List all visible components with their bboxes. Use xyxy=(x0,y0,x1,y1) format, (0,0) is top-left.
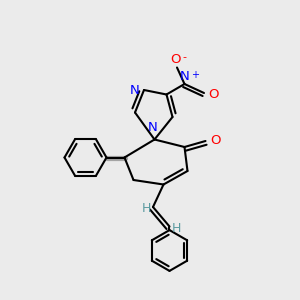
Text: H: H xyxy=(171,221,181,235)
Text: H: H xyxy=(142,202,151,215)
Text: N: N xyxy=(148,121,158,134)
Text: O: O xyxy=(210,134,220,148)
Text: +: + xyxy=(191,70,199,80)
Text: N: N xyxy=(180,70,189,83)
Text: -: - xyxy=(182,52,186,62)
Text: O: O xyxy=(170,53,181,66)
Text: N: N xyxy=(130,83,140,97)
Text: O: O xyxy=(208,88,219,101)
